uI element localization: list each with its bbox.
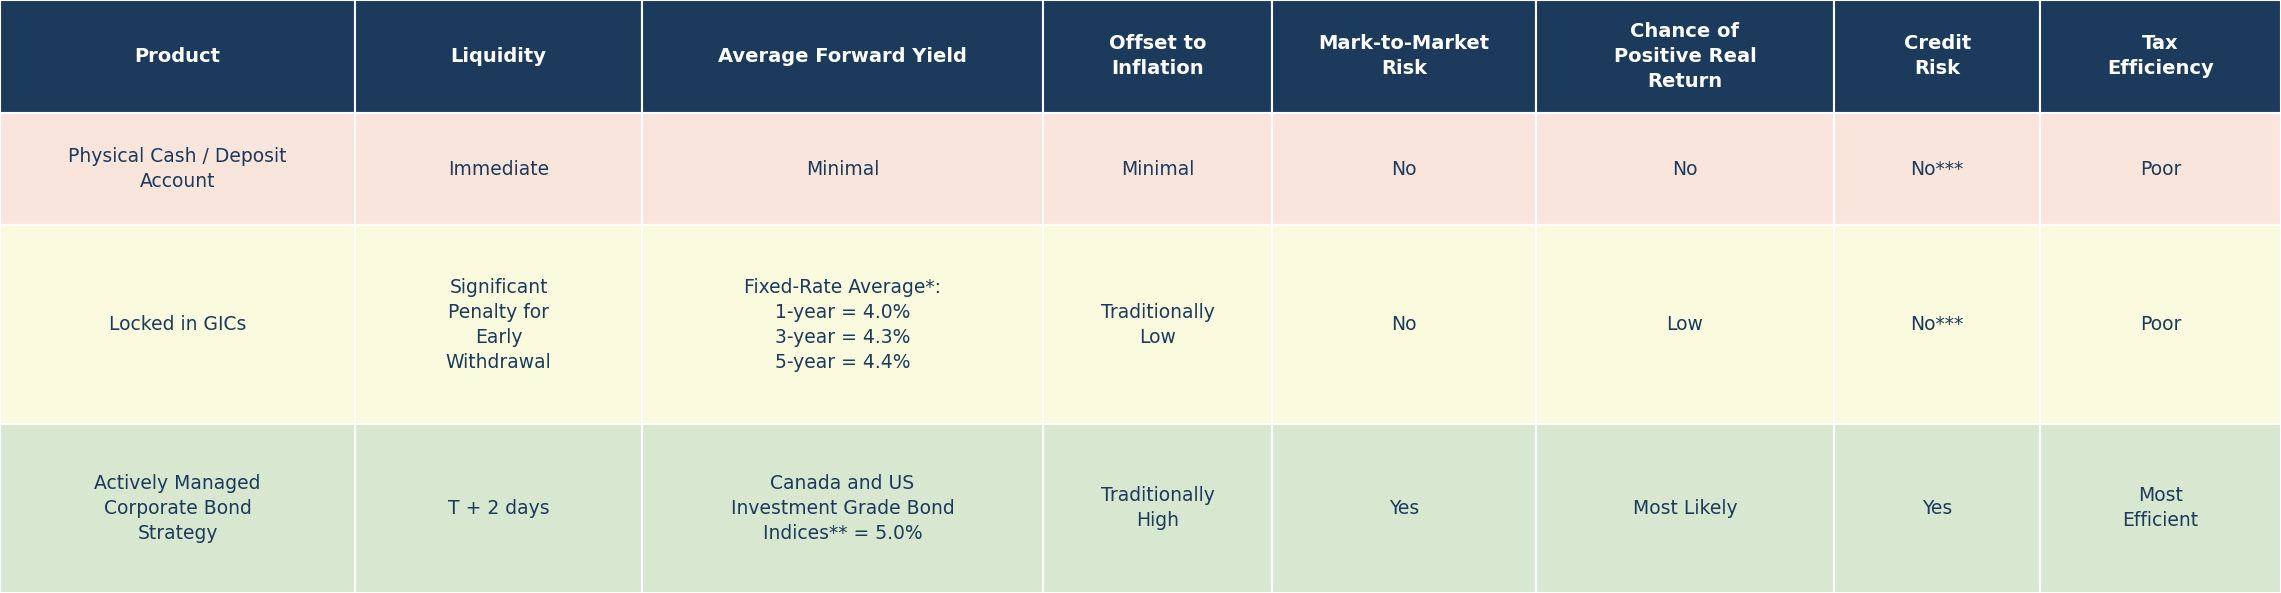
Text: Significant
Penalty for
Early
Withdrawal: Significant Penalty for Early Withdrawal <box>445 278 552 372</box>
Text: Traditionally
Low: Traditionally Low <box>1102 302 1213 347</box>
Text: Low: Low <box>1667 315 1704 334</box>
FancyBboxPatch shape <box>1042 225 1273 424</box>
Text: Mark-to-Market
Risk: Mark-to-Market Risk <box>1318 34 1489 78</box>
FancyBboxPatch shape <box>641 0 1042 113</box>
Text: Most Likely: Most Likely <box>1633 499 1738 518</box>
FancyBboxPatch shape <box>0 424 356 593</box>
Text: No***: No*** <box>1911 160 1964 178</box>
Text: No: No <box>1391 160 1417 178</box>
Text: Poor: Poor <box>2140 315 2181 334</box>
FancyBboxPatch shape <box>1042 0 1273 113</box>
FancyBboxPatch shape <box>0 225 356 424</box>
FancyBboxPatch shape <box>356 225 641 424</box>
FancyBboxPatch shape <box>1273 113 1535 225</box>
Text: Minimal: Minimal <box>1120 160 1195 178</box>
Text: Offset to
Inflation: Offset to Inflation <box>1109 34 1207 78</box>
FancyBboxPatch shape <box>1042 424 1273 593</box>
FancyBboxPatch shape <box>1273 0 1535 113</box>
FancyBboxPatch shape <box>2039 424 2281 593</box>
Text: Traditionally
High: Traditionally High <box>1102 486 1213 531</box>
Text: Actively Managed
Corporate Bond
Strategy: Actively Managed Corporate Bond Strategy <box>94 474 260 543</box>
FancyBboxPatch shape <box>1834 424 2039 593</box>
Text: Credit
Risk: Credit Risk <box>1905 34 1971 78</box>
Text: No: No <box>1672 160 1697 178</box>
Text: Poor: Poor <box>2140 160 2181 178</box>
Text: Fixed-Rate Average*:
1-year = 4.0%
3-year = 4.3%
5-year = 4.4%: Fixed-Rate Average*: 1-year = 4.0% 3-yea… <box>744 278 942 372</box>
FancyBboxPatch shape <box>356 113 641 225</box>
FancyBboxPatch shape <box>0 113 356 225</box>
Text: Immediate: Immediate <box>447 160 550 178</box>
FancyBboxPatch shape <box>1535 0 1834 113</box>
FancyBboxPatch shape <box>1834 113 2039 225</box>
Text: Most
Efficient: Most Efficient <box>2124 486 2199 531</box>
FancyBboxPatch shape <box>1535 424 1834 593</box>
FancyBboxPatch shape <box>0 0 356 113</box>
FancyBboxPatch shape <box>356 424 641 593</box>
FancyBboxPatch shape <box>1273 225 1535 424</box>
FancyBboxPatch shape <box>1273 424 1535 593</box>
FancyBboxPatch shape <box>641 225 1042 424</box>
Text: No: No <box>1391 315 1417 334</box>
FancyBboxPatch shape <box>641 424 1042 593</box>
Text: Tax
Efficiency: Tax Efficiency <box>2108 34 2215 78</box>
FancyBboxPatch shape <box>1535 113 1834 225</box>
FancyBboxPatch shape <box>641 113 1042 225</box>
Text: Minimal: Minimal <box>805 160 878 178</box>
FancyBboxPatch shape <box>1834 225 2039 424</box>
Text: Average Forward Yield: Average Forward Yield <box>719 47 967 66</box>
FancyBboxPatch shape <box>1535 225 1834 424</box>
Text: Chance of
Positive Real
Return: Chance of Positive Real Return <box>1613 22 1756 91</box>
Text: Liquidity: Liquidity <box>452 47 547 66</box>
FancyBboxPatch shape <box>1834 0 2039 113</box>
Text: Locked in GICs: Locked in GICs <box>109 315 246 334</box>
FancyBboxPatch shape <box>2039 0 2281 113</box>
Text: Product: Product <box>135 47 221 66</box>
FancyBboxPatch shape <box>356 0 641 113</box>
Text: No***: No*** <box>1911 315 1964 334</box>
FancyBboxPatch shape <box>2039 225 2281 424</box>
FancyBboxPatch shape <box>1042 113 1273 225</box>
Text: Physical Cash / Deposit
Account: Physical Cash / Deposit Account <box>68 147 287 191</box>
Text: T + 2 days: T + 2 days <box>447 499 550 518</box>
Text: Canada and US
Investment Grade Bond
Indices** = 5.0%: Canada and US Investment Grade Bond Indi… <box>730 474 953 543</box>
Text: Yes: Yes <box>1389 499 1419 518</box>
FancyBboxPatch shape <box>2039 113 2281 225</box>
Text: Yes: Yes <box>1923 499 1953 518</box>
